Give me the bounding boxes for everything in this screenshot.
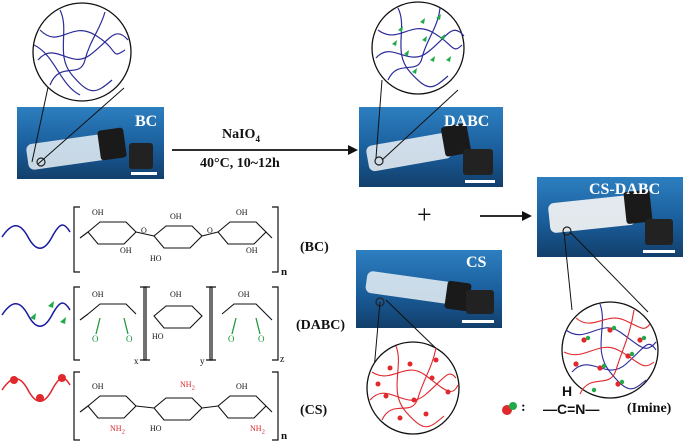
plus-sign: + — [417, 200, 432, 229]
bc-photo: BC — [17, 107, 164, 179]
cs-nh2-3-sub: 2 — [261, 428, 265, 436]
legend-h: H — [562, 383, 573, 399]
cs-oh-1: OH — [92, 382, 104, 391]
cs-ho-1: HO — [150, 424, 162, 433]
cs-zoom-circle — [366, 299, 460, 435]
dabc-photo: DABC — [359, 107, 503, 187]
dabc-oh-2: OH — [170, 290, 182, 299]
reagent-main: NaIO — [222, 127, 256, 142]
cs-nh2-3-main: NH — [250, 424, 262, 433]
cs-structure-label: (CS) — [300, 403, 328, 418]
reagent-subscript: 4 — [255, 133, 260, 144]
dabc-zoom-circle — [371, 1, 465, 161]
reaction-arrow — [172, 145, 358, 155]
cs-nh2-2-main: NH — [180, 380, 192, 389]
bc-structure-label: (BC) — [300, 240, 329, 255]
bc-oh-5: OH — [246, 246, 258, 255]
cs-nh2-1: NH2 — [110, 424, 125, 436]
cs-nh2-1-main: NH — [110, 424, 122, 433]
cs-chain-icon — [1, 374, 71, 402]
dabc-aldehyde-markers — [392, 14, 451, 74]
csdabc-vial-graphic — [548, 189, 673, 245]
dabc-o-2: O — [126, 334, 133, 344]
legend-imine-marker — [502, 402, 517, 415]
imine-markers — [573, 325, 647, 393]
dabc-aldehyde-bonds — [95, 317, 261, 335]
cs-scale-bar — [462, 320, 494, 323]
reagent-label: NaIO4 — [222, 127, 260, 144]
bc-vial-graphic — [26, 127, 153, 170]
csdabc-photo: CS-DABC — [537, 177, 683, 257]
dabc-subscript-z: z — [280, 354, 285, 365]
legend-colon: : — [521, 400, 526, 415]
dabc-structure-label: (DABC) — [296, 318, 345, 333]
cs-nh2-1-sub: 2 — [121, 428, 125, 436]
bc-o-link-1: O — [141, 226, 147, 235]
crosslink-arrow — [480, 211, 532, 221]
dabc-o-1: O — [92, 334, 99, 344]
cs-nh2-3: NH2 — [250, 424, 265, 436]
cs-nh2-2: NH2 — [180, 380, 195, 392]
dabc-o-3: O — [228, 334, 235, 344]
legend-imine-label: (Imine) — [627, 401, 672, 416]
bc-scale-bar — [131, 172, 157, 175]
csdabc-photo-label: CS-DABC — [589, 181, 661, 198]
cs-subscript-n: n — [281, 430, 288, 442]
cs-oh-2: OH — [236, 382, 248, 391]
dabc-chain-icon — [1, 301, 71, 327]
dabc-subscript-y: y — [200, 356, 205, 366]
ring-skeletons — [79, 221, 273, 421]
bc-oh-2: OH — [120, 246, 132, 255]
dabc-ho-1: HO — [152, 332, 164, 341]
cs-photo: CS — [356, 250, 502, 328]
structure-brackets — [73, 206, 279, 441]
legend-formula: —C=N— — [543, 401, 600, 417]
bc-ho-1: HO — [150, 254, 162, 263]
dabc-scale-bar — [465, 180, 495, 183]
dabc-oh-3: OH — [238, 290, 250, 299]
dabc-oh-1: OH — [92, 290, 104, 299]
dabc-o-4: O — [258, 334, 265, 344]
csdabc-scale-bar — [643, 250, 675, 253]
bc-oh-3: OH — [170, 212, 182, 221]
bc-oh-4: OH — [236, 208, 248, 217]
dabc-photo-label: DABC — [444, 113, 490, 130]
bc-oh-1: OH — [92, 208, 104, 217]
bc-zoom-circle — [31, 2, 132, 165]
reaction-conditions: 40°C, 10~12h — [200, 156, 280, 171]
bc-chain-icon — [1, 224, 71, 249]
bc-photo-label: BC — [135, 113, 158, 130]
dabc-vial-graphic — [366, 123, 493, 175]
cs-photo-label: CS — [466, 254, 487, 271]
bc-subscript-n: n — [281, 266, 288, 278]
cs-nh2-2-sub: 2 — [191, 384, 195, 392]
dabc-subscript-x: x — [134, 356, 139, 366]
cs-amine-dots — [375, 357, 451, 421]
csdabc-zoom-circle — [561, 231, 659, 399]
cs-vial-graphic — [365, 271, 494, 314]
bc-o-link-2: O — [207, 226, 213, 235]
